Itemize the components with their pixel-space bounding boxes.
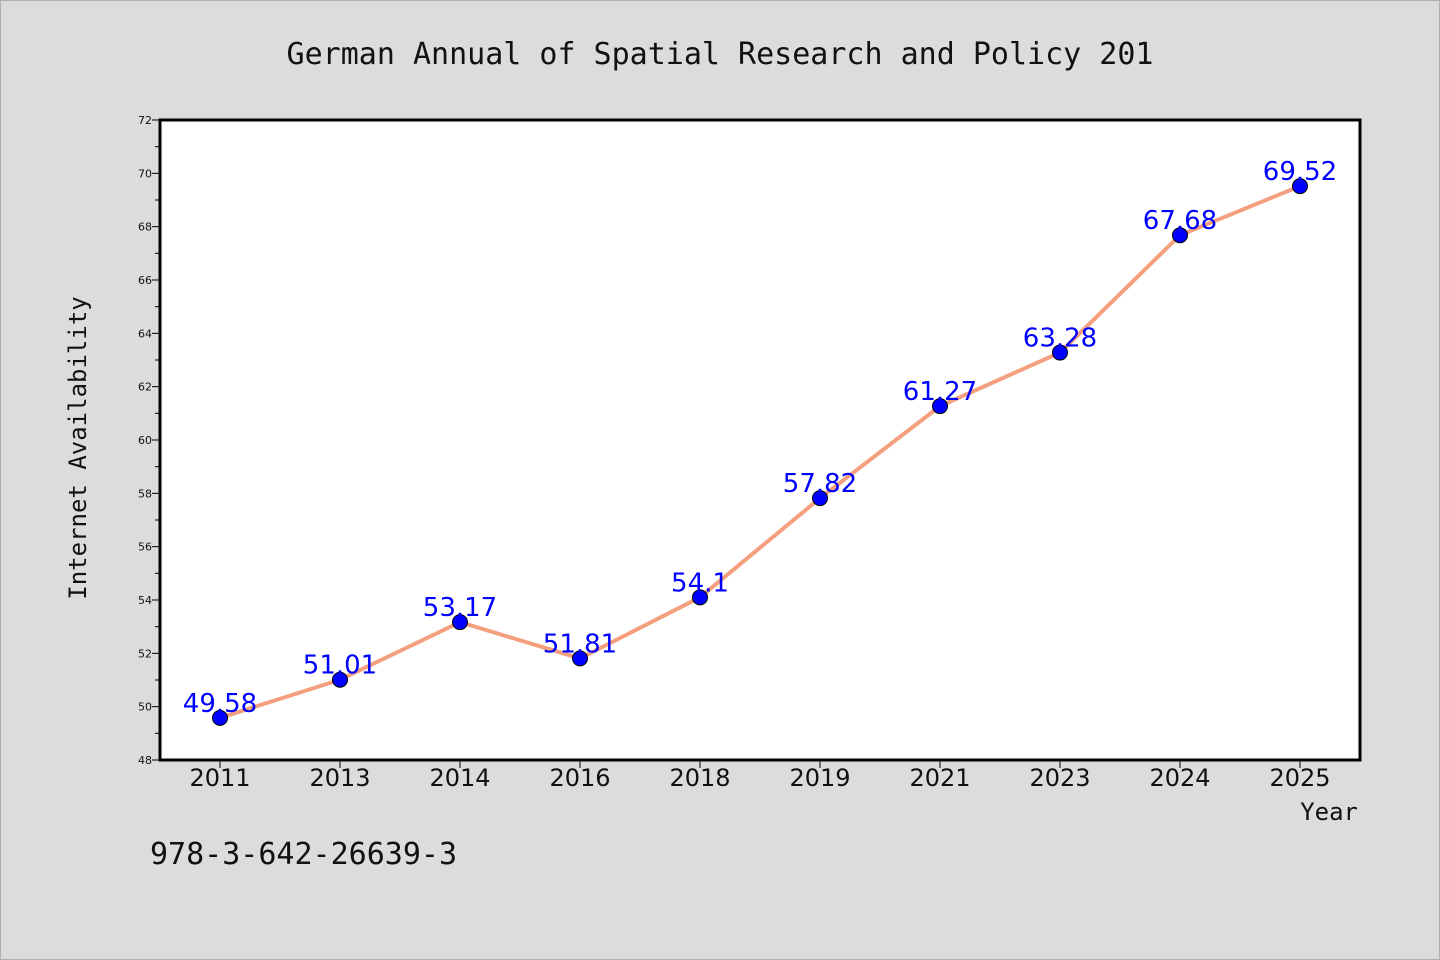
data-label: 49.58 — [183, 689, 257, 719]
y-tick-label: 62 — [138, 381, 152, 394]
data-label: 53.17 — [423, 593, 497, 623]
data-label: 63.28 — [1023, 324, 1097, 354]
x-tick-label: 2016 — [549, 764, 610, 792]
x-tick-label: 2011 — [189, 764, 250, 792]
data-label: 51.81 — [543, 629, 617, 659]
y-tick-label: 58 — [138, 487, 152, 500]
series-line — [218, 184, 1302, 720]
x-tick-label: 2023 — [1029, 764, 1090, 792]
series-line-group: 49.58 51.01 53.17 51.81 54.1 57.82 61.27 63.28 6… — [183, 157, 1337, 726]
y-axis-label: Internet Availability — [64, 296, 92, 599]
data-label: 61.27 — [903, 377, 977, 407]
y-tick-label: 52 — [138, 647, 152, 660]
y-tick-label: 54 — [138, 594, 152, 607]
x-tick-label: 2025 — [1269, 764, 1330, 792]
y-tick-label: 60 — [138, 434, 152, 447]
x-axis-label: Year — [1300, 798, 1358, 826]
data-label: 67.68 — [1143, 206, 1217, 236]
y-tick-label: 68 — [138, 221, 152, 234]
x-tick-label: 2014 — [429, 764, 490, 792]
x-tick-label: 2019 — [789, 764, 850, 792]
data-point — [812, 490, 828, 507]
y-tick-label: 70 — [138, 167, 152, 180]
data-point — [1172, 227, 1188, 244]
y-tick-label: 66 — [138, 274, 152, 287]
data-point — [572, 650, 588, 667]
data-point — [452, 614, 468, 631]
y-tick-label: 48 — [138, 754, 152, 767]
data-point — [692, 589, 708, 606]
data-point — [932, 398, 948, 415]
x-tick-label: 2021 — [909, 764, 970, 792]
data-label: 54.1 — [671, 568, 729, 598]
x-axis: 2011 2013 2014 2016 2018 2019 2021 2023 2024 2025 — [189, 760, 1331, 792]
data-point — [212, 709, 228, 726]
y-tick-label: 56 — [138, 541, 152, 554]
data-point — [332, 671, 348, 688]
x-tick-label: 2013 — [309, 764, 370, 792]
data-label: 69.52 — [1263, 157, 1337, 187]
isbn-annotation: 978-3-642-26639-3 — [150, 837, 457, 872]
data-label: 57.82 — [783, 469, 857, 499]
plot-area — [160, 120, 1360, 760]
plot-frame — [158, 118, 1362, 762]
y-tick-label: 72 — [138, 114, 152, 127]
chart-title: German Annual of Spatial Research and Po… — [287, 37, 1154, 72]
data-point — [1052, 344, 1068, 361]
y-tick-label: 64 — [138, 327, 152, 340]
data-point — [1292, 178, 1308, 195]
y-tick-label: 50 — [138, 701, 152, 714]
data-label: 51.01 — [303, 651, 377, 681]
x-tick-label: 2018 — [669, 764, 730, 792]
x-tick-label: 2024 — [1149, 764, 1210, 792]
